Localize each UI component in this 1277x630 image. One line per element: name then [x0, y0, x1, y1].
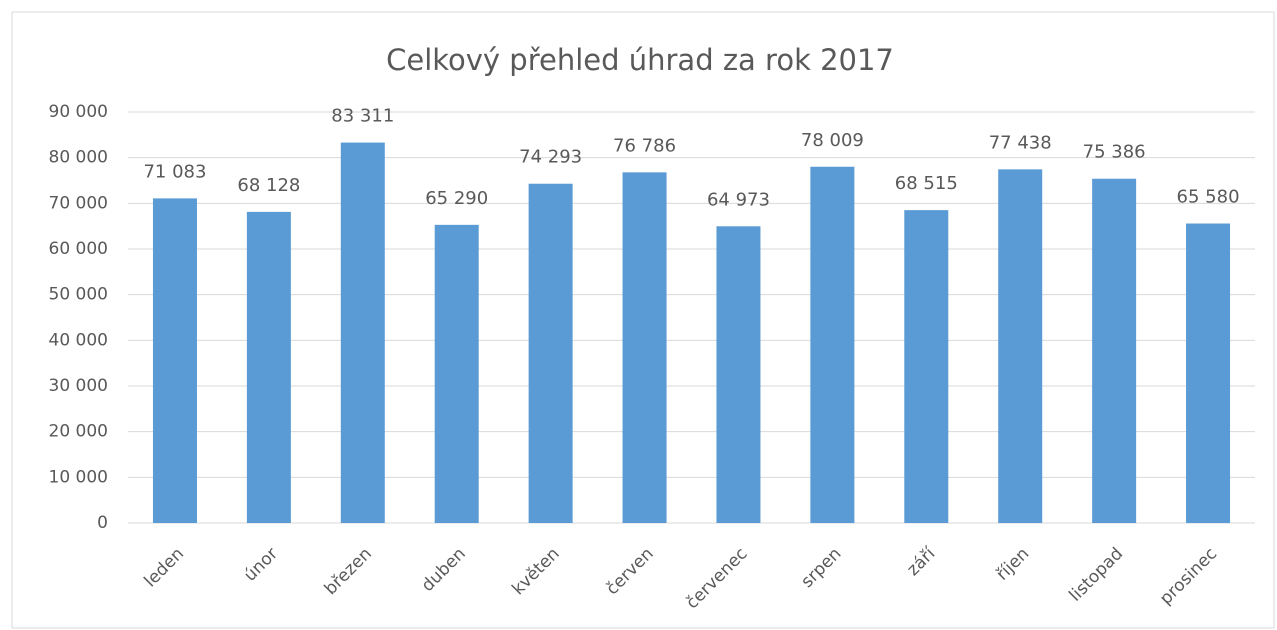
bar	[810, 166, 855, 523]
data-label: 76 786	[613, 135, 676, 156]
y-tick-label: 90 000	[49, 102, 108, 122]
bar	[622, 172, 667, 523]
bar	[716, 226, 761, 523]
bar	[434, 224, 479, 523]
chart-title: Celkový přehled úhrad za rok 2017	[386, 43, 894, 77]
data-label: 75 386	[1083, 142, 1146, 163]
y-tick-label: 0	[97, 513, 108, 533]
bar	[152, 198, 197, 523]
y-tick-label: 80 000	[49, 148, 108, 168]
y-tick-label: 60 000	[49, 239, 108, 259]
data-label: 65 290	[425, 188, 488, 209]
y-tick-label: 10 000	[49, 467, 108, 487]
y-tick-label: 30 000	[49, 376, 108, 396]
y-tick-label: 20 000	[49, 422, 108, 442]
data-label: 71 083	[143, 161, 206, 182]
data-label: 68 128	[237, 175, 300, 196]
data-label: 77 438	[989, 132, 1052, 153]
data-label: 74 293	[519, 147, 582, 168]
y-tick-label: 70 000	[49, 193, 108, 213]
y-tick-label: 40 000	[49, 330, 108, 350]
data-label: 68 515	[895, 173, 958, 194]
data-label: 83 311	[331, 106, 394, 127]
bar	[904, 210, 949, 523]
data-label: 64 973	[707, 189, 770, 210]
data-label: 65 580	[1177, 187, 1240, 208]
bar	[340, 142, 385, 523]
bar	[528, 183, 573, 523]
y-tick-label: 50 000	[49, 285, 108, 305]
bar	[1092, 178, 1137, 523]
bar	[1186, 223, 1231, 523]
bar	[246, 211, 291, 523]
bar	[998, 169, 1043, 524]
data-label: 78 009	[801, 130, 864, 151]
